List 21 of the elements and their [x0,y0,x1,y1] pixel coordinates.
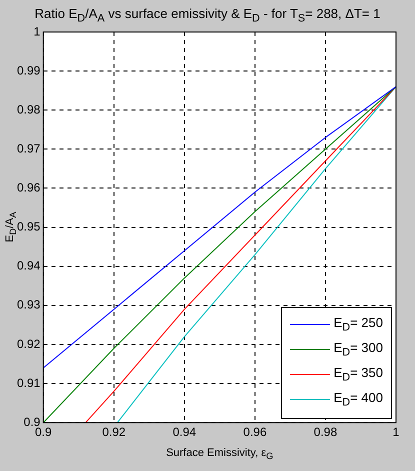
legend-label: E$_{D}$= 400 [334,390,383,408]
x-tick-label: 1 [392,425,400,440]
y-tick-label: 0.93 [16,298,41,312]
legend-label: E$_{D}$= 300 [334,340,383,358]
y-tick-label: 0.97 [16,141,41,156]
y-tick-label: 1 [34,24,41,38]
y-tick-label: 0.94 [16,258,41,273]
legend-label: E$_{D}$= 250 [334,314,383,334]
x-tick-label: 0.98 [314,425,338,440]
y-tick-label: 0.98 [16,102,41,116]
x-axis-title: Surface Emissivity, ε$_{G}$ [165,447,274,462]
chart-title: Ratio E$_{D}$/A$_{A}$ vs surface emissivity & E$_{D}$ - for T$_{S}$= 288, ΔT= 1 [34,6,380,25]
y-tick-label: 0.99 [16,63,41,78]
legend-label: E$_{D}$= 350 [334,364,383,384]
x-tick-label: 0.96 [243,425,267,440]
y-tick-label: 0.96 [16,180,41,195]
y-tick-label: 0.92 [16,336,41,351]
y-tick-label: 0.91 [16,376,41,390]
y-tick-label: 0.95 [16,220,41,234]
x-tick-label: 0.94 [172,425,196,440]
x-tick-label: 0.92 [102,425,126,440]
